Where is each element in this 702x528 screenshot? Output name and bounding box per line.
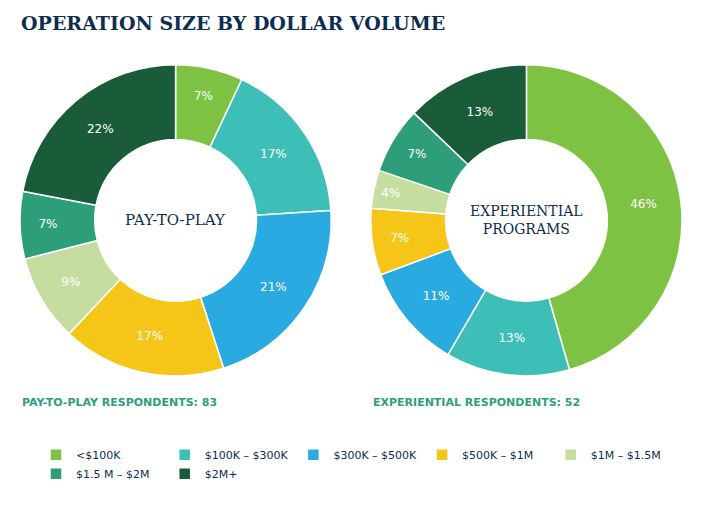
svg-text:PAY-TO-PLAY: PAY-TO-PLAY bbox=[125, 211, 226, 229]
svg-text:$1.5 M – $2M: $1.5 M – $2M bbox=[76, 468, 149, 481]
svg-text:$300K – $500K: $300K – $500K bbox=[333, 449, 417, 462]
svg-text:22%: 22% bbox=[87, 122, 114, 136]
svg-text:17%: 17% bbox=[136, 329, 163, 343]
svg-text:<$100K: <$100K bbox=[76, 449, 121, 462]
svg-text:$2M+: $2M+ bbox=[205, 468, 238, 481]
svg-text:4%: 4% bbox=[381, 186, 400, 200]
svg-text:13%: 13% bbox=[467, 105, 494, 119]
svg-text:$100K – $300K: $100K – $300K bbox=[205, 449, 289, 462]
svg-text:$500K – $1M: $500K – $1M bbox=[462, 449, 533, 462]
svg-text:46%: 46% bbox=[630, 197, 657, 211]
svg-text:EXPERIENTIALPROGRAMS: EXPERIENTIALPROGRAMS bbox=[470, 203, 583, 237]
svg-text:9%: 9% bbox=[61, 275, 80, 289]
svg-text:7%: 7% bbox=[390, 231, 409, 245]
svg-text:7%: 7% bbox=[407, 147, 426, 161]
svg-text:PAY-TO-PLAY RESPONDENTS: 83: PAY-TO-PLAY RESPONDENTS: 83 bbox=[22, 396, 217, 409]
svg-text:7%: 7% bbox=[194, 89, 213, 103]
svg-text:11%: 11% bbox=[423, 289, 450, 303]
svg-text:$1M – $1.5M: $1M – $1.5M bbox=[591, 449, 661, 462]
svg-text:17%: 17% bbox=[260, 147, 287, 161]
svg-text:OPERATION SIZE BY DOLLAR VOLUM: OPERATION SIZE BY DOLLAR VOLUME bbox=[21, 12, 445, 34]
svg-text:13%: 13% bbox=[498, 331, 525, 345]
svg-text:EXPERIENTIAL RESPONDENTS: 52: EXPERIENTIAL RESPONDENTS: 52 bbox=[373, 396, 580, 409]
svg-text:21%: 21% bbox=[260, 280, 287, 294]
svg-text:7%: 7% bbox=[38, 217, 57, 231]
